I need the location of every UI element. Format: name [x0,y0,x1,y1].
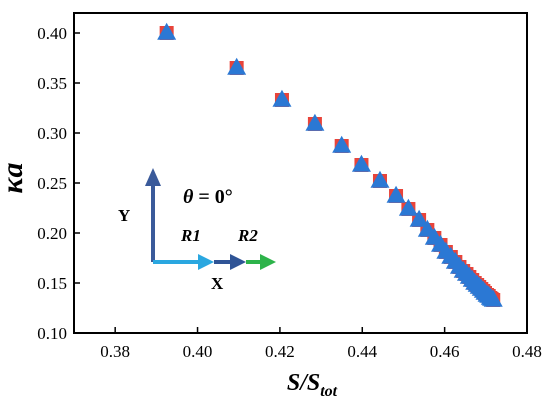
inset-y-arrowhead [145,168,161,186]
data-point-triangle [272,89,292,107]
x-tick-label: 0.38 [100,342,130,361]
data-point-triangle [483,289,503,307]
x-tick-label: 0.46 [430,342,460,361]
x-axis-label-main: S/S [287,370,320,396]
data-point-triangle [370,170,390,188]
y-axis-label: κa [0,163,29,194]
data-point-triangle [409,209,429,227]
data-point-triangle [351,154,371,172]
data-point-triangle [157,22,177,40]
plot-frame [73,12,528,334]
data-point-triangle [332,135,352,153]
inset-angle-label: θ = 0° [183,186,233,208]
x-tick-label: 0.40 [183,342,213,361]
x-tick-label: 0.42 [265,342,295,361]
data-markers [157,22,503,307]
inset-y-label: Y [118,206,130,225]
y-tick-label: 0.35 [37,74,67,93]
y-tick-label: 0.40 [37,24,67,43]
data-point-triangle [398,198,418,216]
y-tick-label: 0.20 [37,224,67,243]
x-tick-label: 0.44 [347,342,377,361]
inset-r2-arrowhead-green [260,254,276,270]
inset-r2-arrowhead-dark [230,254,246,270]
inset-r1-label: R1 [180,226,201,245]
axis-ticks: 0.38 0.40 0.42 0.44 0.46 0.48 0.10 0.15 0.20 0.25… [37,24,542,361]
x-axis-label-sub: tot [320,383,337,400]
x-tick-label: 0.48 [512,342,542,361]
inset-r2-label: R2 [237,226,258,245]
inset-diagram: θ = 0° Y X R1 R2 [118,168,276,293]
y-tick-label: 0.25 [37,174,67,193]
data-point-triangle [227,57,247,75]
y-tick-label: 0.15 [37,274,67,293]
y-tick-label: 0.30 [37,124,67,143]
inset-r1-arrowhead [198,254,214,270]
data-point-triangle [386,185,406,203]
y-tick-label: 0.10 [37,324,67,343]
inset-x-label: X [211,274,224,293]
data-point-triangle [305,113,325,131]
x-axis-label: S/Stot [287,370,338,400]
